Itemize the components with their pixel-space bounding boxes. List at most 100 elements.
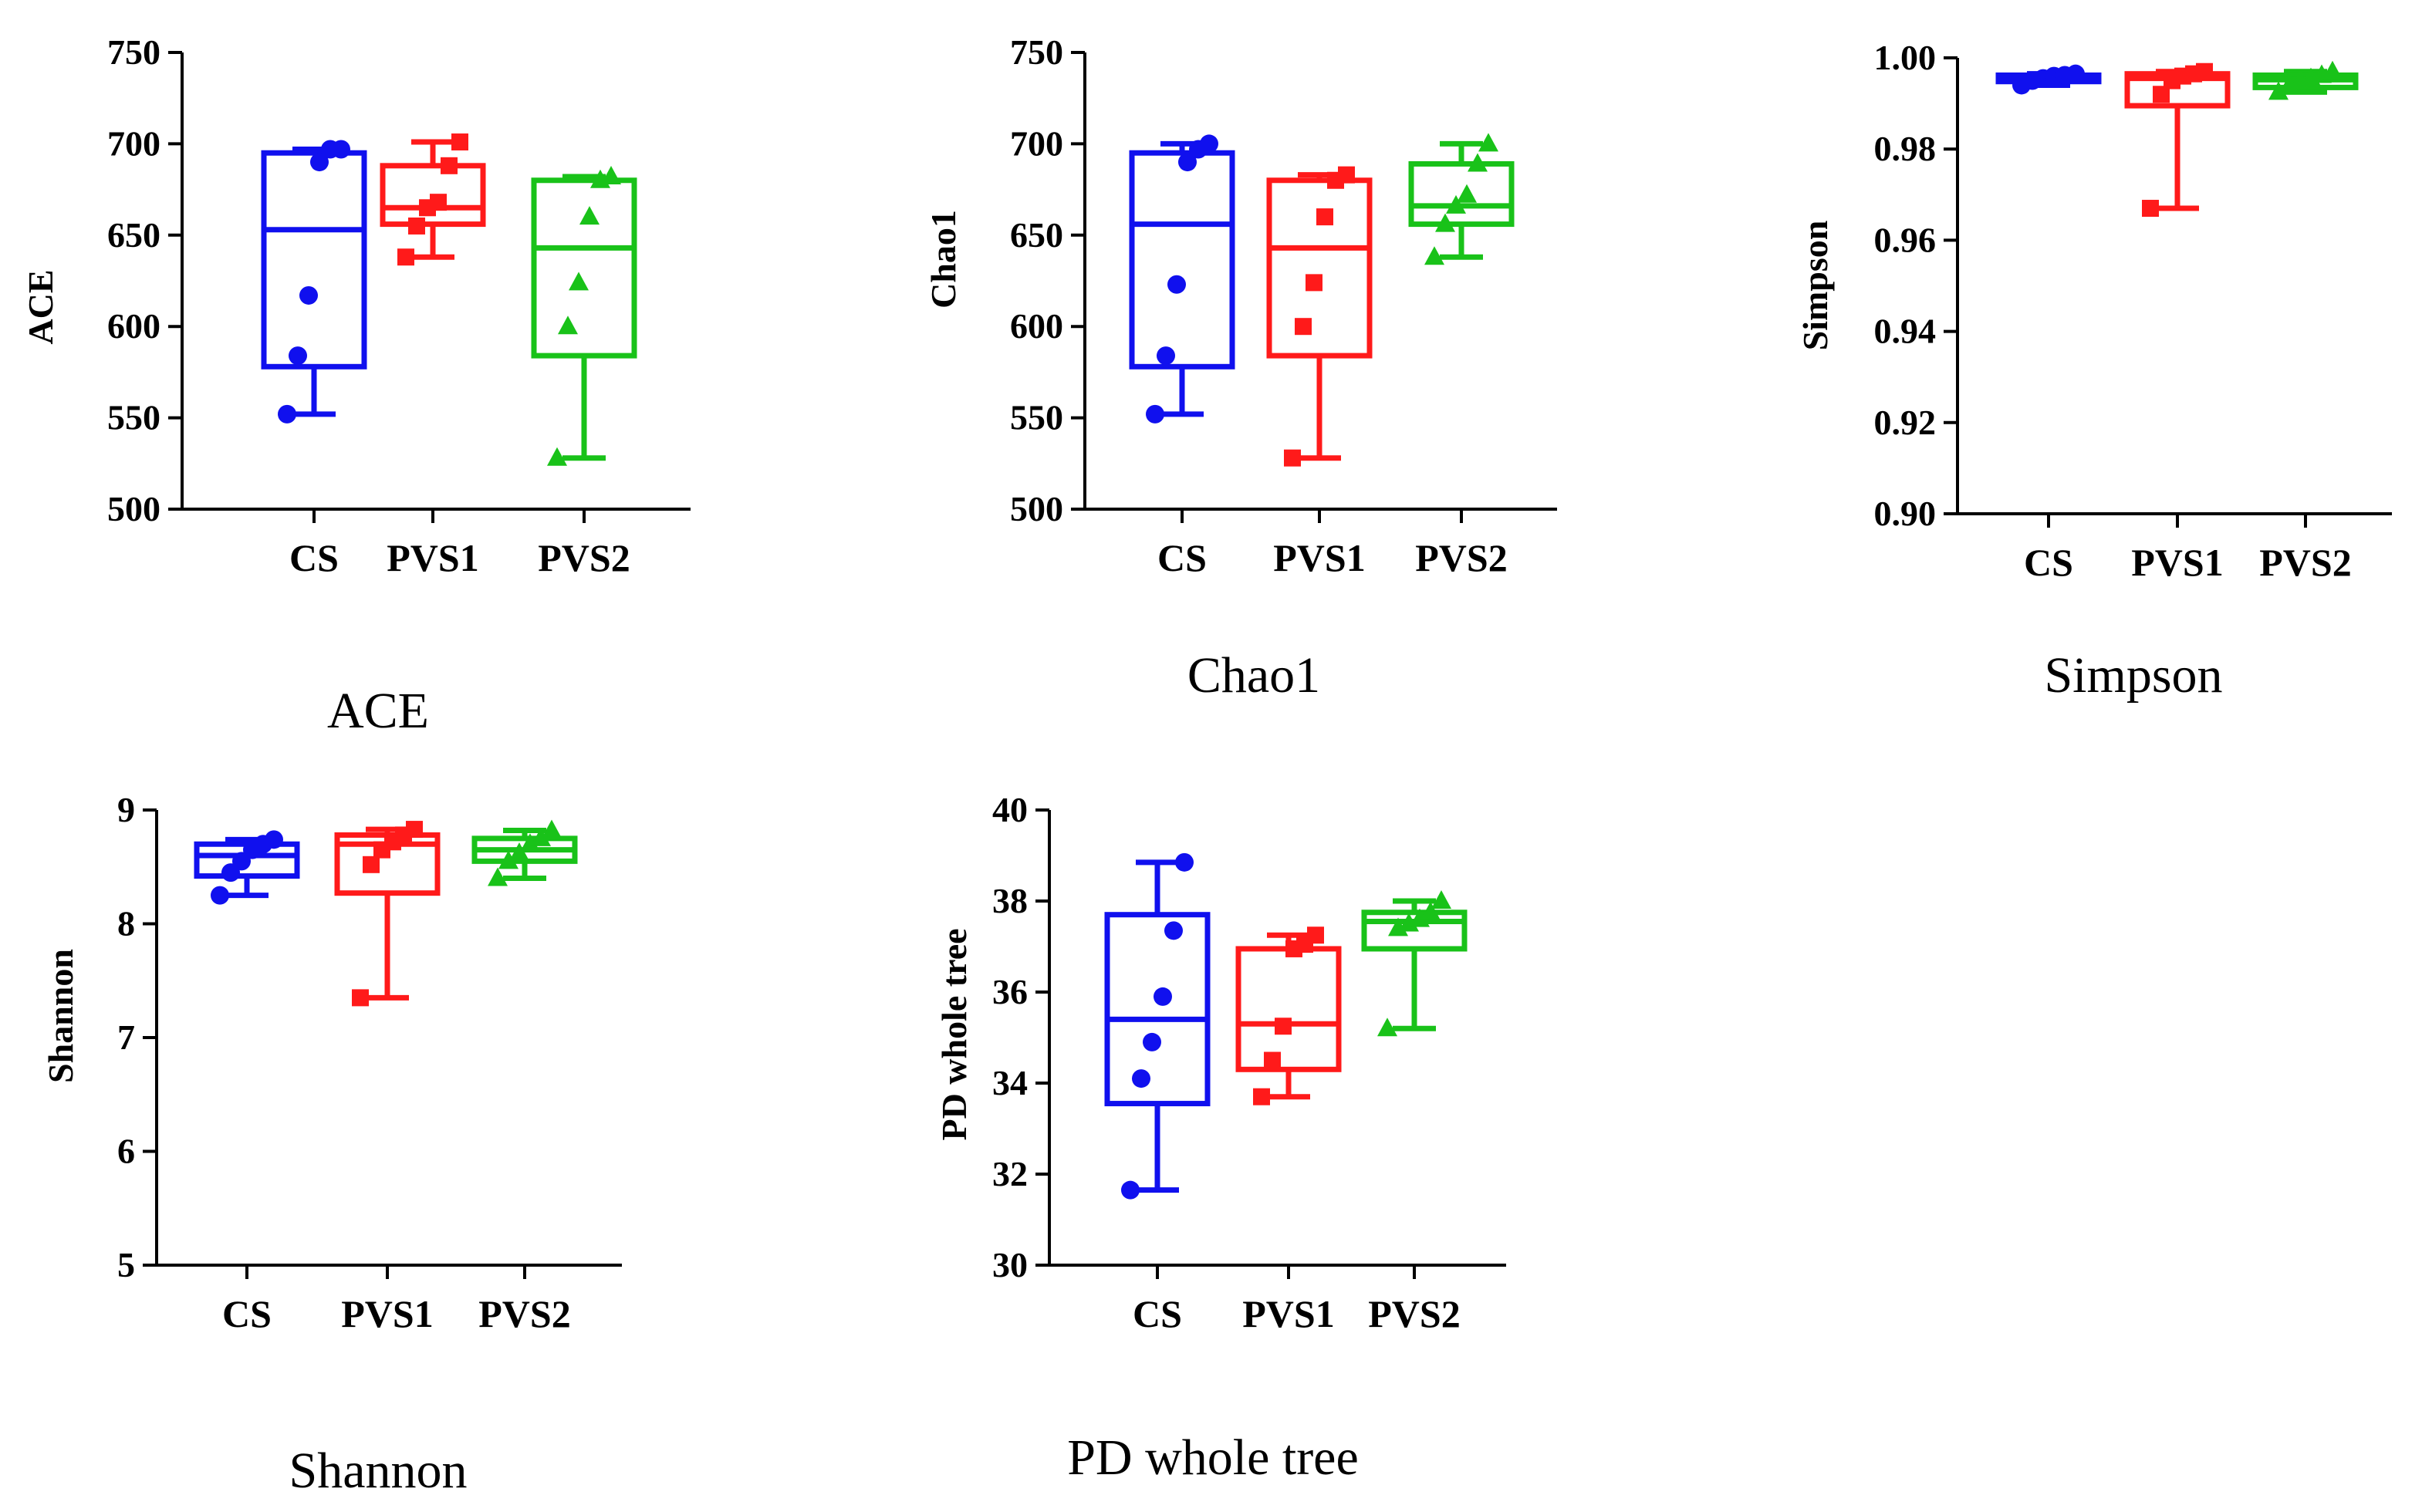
data-point <box>310 153 329 172</box>
y-tick-label: 7 <box>117 1018 135 1057</box>
box-series-cs <box>1995 64 2102 95</box>
y-tick-label: 32 <box>992 1154 1028 1193</box>
x-tick-label: PVS2 <box>2259 541 2351 584</box>
x-tick-label: CS <box>1133 1292 1182 1335</box>
y-tick-label: 8 <box>117 904 135 943</box>
y-tick-label: 0.92 <box>1874 403 1937 442</box>
box-series-pvs1 <box>2124 62 2231 218</box>
data-point <box>542 819 562 839</box>
panel-caption: PD whole tree <box>1067 1429 1359 1486</box>
data-point <box>1410 908 1430 927</box>
data-point <box>430 194 447 211</box>
box-series-pvs2 <box>471 819 578 886</box>
data-point <box>488 867 508 886</box>
data-point <box>363 856 380 873</box>
data-point <box>1275 1018 1292 1035</box>
x-tick-label: CS <box>289 536 339 579</box>
data-point <box>332 140 350 159</box>
data-point <box>2142 200 2159 218</box>
y-tick-label: 750 <box>107 32 160 72</box>
data-point <box>2268 81 2289 100</box>
chart-panel: 5 6 7 8 9 Shannon CS PVS1 PVS2 Shannon <box>41 790 622 1499</box>
y-tick-label: 600 <box>1010 306 1063 346</box>
chart-panel: 30 32 34 36 38 40 PD whole tree CS PVS1 PVS2 PD wh… <box>934 790 1506 1486</box>
data-point <box>601 166 621 185</box>
data-point <box>441 157 458 174</box>
y-tick-label: 9 <box>117 790 135 829</box>
box-series-pvs1 <box>380 133 486 266</box>
data-point <box>1435 213 1455 232</box>
y-tick-label: 40 <box>992 790 1028 829</box>
box-series-cs <box>261 140 367 424</box>
y-tick-label: 500 <box>107 489 160 528</box>
data-point <box>531 827 551 846</box>
y-tick-label: 0.98 <box>1874 129 1937 168</box>
x-tick-label: PVS2 <box>1415 536 1507 579</box>
data-point <box>1478 133 1498 152</box>
y-tick-label: 550 <box>1010 398 1063 437</box>
data-point <box>289 346 307 366</box>
y-tick-label: 0.94 <box>1874 312 1937 351</box>
x-tick-label: PVS1 <box>387 536 478 579</box>
y-axis-title: Simpson <box>1795 221 1835 351</box>
data-point <box>1457 184 1477 203</box>
data-point <box>1306 274 1322 292</box>
data-point <box>1295 318 1312 336</box>
x-tick-label: PVS1 <box>1242 1292 1334 1335</box>
data-point <box>211 886 229 905</box>
y-tick-label: 550 <box>107 398 160 437</box>
data-point <box>547 447 567 466</box>
data-point <box>569 272 589 291</box>
y-tick-label: 500 <box>1010 489 1063 528</box>
y-axis-title: ACE <box>21 269 60 344</box>
data-point <box>1154 987 1172 1006</box>
data-point <box>278 404 296 424</box>
y-tick-label: 700 <box>107 123 160 163</box>
data-point <box>1157 346 1175 366</box>
data-point <box>579 206 600 225</box>
x-tick-label: PVS1 <box>1273 536 1365 579</box>
chart-panel: 500 550 600 650 700 750 ACE CS PVS1 PVS2 ACE <box>21 32 691 739</box>
box-iqr <box>1361 910 1468 952</box>
x-tick-label: CS <box>222 1292 272 1335</box>
box-series-pvs2 <box>531 166 637 466</box>
x-tick-label: PVS1 <box>341 1292 433 1335</box>
box-series-pvs1 <box>1266 166 1373 467</box>
x-tick-label: CS <box>1157 536 1207 579</box>
data-point <box>1164 921 1183 940</box>
data-point <box>1468 153 1488 172</box>
y-tick-label: 34 <box>992 1063 1028 1102</box>
data-point <box>498 850 519 869</box>
data-point <box>265 830 283 849</box>
data-point <box>1167 275 1186 294</box>
box-iqr <box>1104 912 1211 1107</box>
data-point <box>352 989 369 1007</box>
data-point <box>1446 194 1466 214</box>
box-series-pvs1 <box>1235 926 1342 1105</box>
data-point <box>1253 1088 1270 1105</box>
data-point <box>1316 208 1333 226</box>
box-iqr <box>1129 150 1235 370</box>
x-tick-label: PVS2 <box>478 1292 570 1335</box>
box-series-cs <box>1129 134 1235 424</box>
box-iqr <box>380 163 486 228</box>
data-point <box>558 316 578 335</box>
box-iqr <box>531 177 637 359</box>
data-point <box>2153 86 2170 103</box>
panel-caption: Simpson <box>2044 647 2222 704</box>
y-tick-label: 0.96 <box>1874 220 1937 259</box>
box-series-cs <box>1104 852 1211 1200</box>
data-point <box>1175 852 1194 872</box>
box-series-pvs2 <box>1361 890 1468 1037</box>
box-series-pvs2 <box>1408 133 1515 265</box>
y-tick-label: 600 <box>107 306 160 346</box>
data-point <box>520 833 540 852</box>
panel-caption: Shannon <box>289 1443 468 1499</box>
data-point <box>1132 1069 1150 1088</box>
data-point <box>1178 153 1197 172</box>
y-tick-label: 36 <box>992 972 1028 1011</box>
box-iqr <box>261 150 367 370</box>
chart-panel: 500 550 600 650 700 750 Chao1 CS PVS1 PVS2 Chao1 <box>924 32 1557 704</box>
data-point <box>1424 246 1444 265</box>
box-series-pvs2 <box>2252 60 2359 100</box>
